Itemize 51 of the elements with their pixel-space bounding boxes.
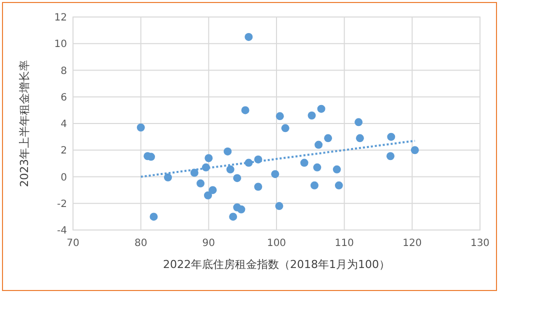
point [356,134,364,142]
point [233,174,242,182]
point [281,124,290,132]
y-tick-label: 2 [60,146,67,157]
x-tick-label: 80 [134,238,148,249]
y-tick-label: 6 [60,92,67,104]
x-tick-label: 120 [402,238,422,249]
point [332,165,341,174]
point [410,146,419,154]
point [300,158,308,167]
point [208,186,217,194]
y-tick-label: 10 [54,39,67,50]
point [308,112,316,120]
y-tick-label: 12 [54,12,67,24]
point [204,191,212,200]
point [275,202,284,210]
y-tick-label: 4 [60,119,67,130]
point [224,147,232,156]
point [386,152,394,160]
point [204,154,213,162]
point [354,118,363,126]
point [313,163,322,172]
x-tick-label: 70 [66,238,80,249]
x-axis-title: 2022年底住房租金指数（2018年1月为100） [163,258,390,271]
x-tick-label: 100 [266,238,286,249]
y-tick-label: 8 [60,66,67,77]
x-tick-label: 90 [202,238,216,249]
point [241,106,250,114]
point [136,123,145,132]
y-tick-label: 0 [60,172,67,184]
point [271,170,280,178]
point [276,112,284,120]
x-tick-label: 110 [334,238,354,249]
point [387,132,396,141]
point [196,179,205,188]
point [310,181,318,190]
point [314,140,323,149]
point [229,212,238,221]
point [150,212,158,221]
y-tick-label: -4 [57,226,67,236]
point [164,173,172,182]
point [244,32,253,41]
point [334,181,343,190]
x-tick-label: 130 [470,238,490,249]
point [317,104,326,113]
y-axis-title: 2023年上半年租金增长率 [18,60,31,187]
y-tick-label: -2 [57,198,67,210]
point [226,165,234,174]
point [254,182,262,191]
point [324,134,332,142]
point [237,205,246,214]
